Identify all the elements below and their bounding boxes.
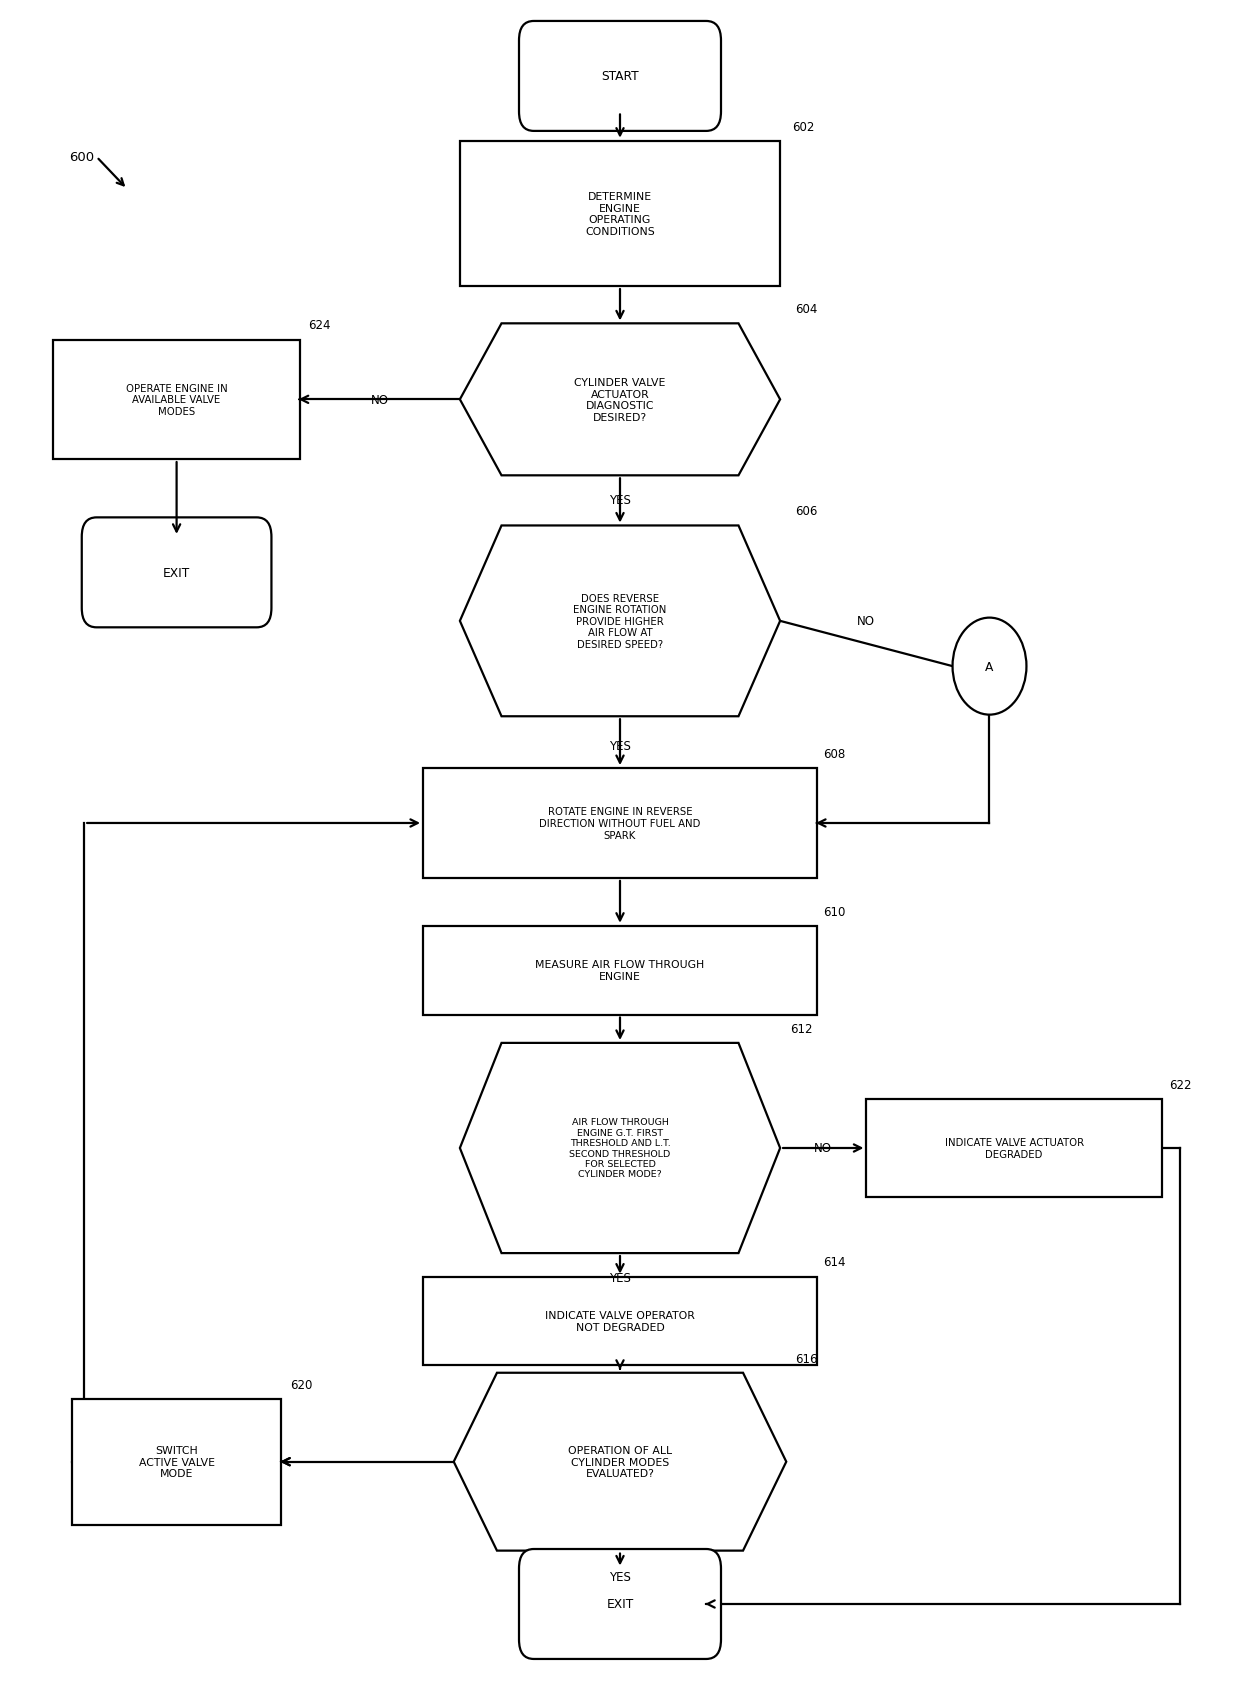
Text: INDICATE VALVE OPERATOR
NOT DEGRADED: INDICATE VALVE OPERATOR NOT DEGRADED bbox=[546, 1311, 694, 1333]
Bar bbox=[867, 1100, 1162, 1198]
Text: START: START bbox=[601, 71, 639, 83]
Bar bbox=[460, 142, 780, 287]
Bar bbox=[423, 1277, 817, 1366]
Text: EXIT: EXIT bbox=[606, 1598, 634, 1611]
Text: 604: 604 bbox=[795, 302, 817, 316]
Text: 614: 614 bbox=[823, 1255, 846, 1268]
Text: ROTATE ENGINE IN REVERSE
DIRECTION WITHOUT FUEL AND
SPARK: ROTATE ENGINE IN REVERSE DIRECTION WITHO… bbox=[539, 807, 701, 839]
Text: EXIT: EXIT bbox=[162, 566, 190, 579]
Text: OPERATE ENGINE IN
AVAILABLE VALVE
MODES: OPERATE ENGINE IN AVAILABLE VALVE MODES bbox=[125, 383, 227, 417]
Bar bbox=[423, 926, 817, 1015]
Text: YES: YES bbox=[609, 740, 631, 752]
Text: 624: 624 bbox=[309, 319, 331, 333]
Text: 606: 606 bbox=[795, 505, 817, 519]
Text: 608: 608 bbox=[823, 748, 846, 760]
Text: AIR FLOW THROUGH
ENGINE G.T. FIRST
THRESHOLD AND L.T.
SECOND THRESHOLD
FOR SELEC: AIR FLOW THROUGH ENGINE G.T. FIRST THRES… bbox=[569, 1118, 671, 1179]
Text: 610: 610 bbox=[823, 905, 846, 919]
Text: 600: 600 bbox=[69, 152, 94, 164]
Text: 616: 616 bbox=[795, 1351, 817, 1365]
Polygon shape bbox=[454, 1373, 786, 1551]
Polygon shape bbox=[460, 527, 780, 716]
Bar bbox=[53, 339, 300, 459]
Text: INDICATE VALVE ACTUATOR
DEGRADED: INDICATE VALVE ACTUATOR DEGRADED bbox=[945, 1137, 1084, 1159]
Text: DETERMINE
ENGINE
OPERATING
CONDITIONS: DETERMINE ENGINE OPERATING CONDITIONS bbox=[585, 193, 655, 236]
FancyBboxPatch shape bbox=[520, 1549, 720, 1659]
FancyBboxPatch shape bbox=[82, 519, 272, 628]
Text: YES: YES bbox=[609, 1272, 631, 1284]
Text: 612: 612 bbox=[790, 1022, 812, 1035]
Text: 620: 620 bbox=[290, 1378, 312, 1390]
Text: A: A bbox=[986, 660, 993, 674]
Polygon shape bbox=[460, 1044, 780, 1253]
Text: MEASURE AIR FLOW THROUGH
ENGINE: MEASURE AIR FLOW THROUGH ENGINE bbox=[536, 959, 704, 981]
Text: OPERATION OF ALL
CYLINDER MODES
EVALUATED?: OPERATION OF ALL CYLINDER MODES EVALUATE… bbox=[568, 1446, 672, 1478]
Text: 622: 622 bbox=[1169, 1079, 1192, 1091]
Bar bbox=[72, 1398, 281, 1525]
Text: DOES REVERSE
ENGINE ROTATION
PROVIDE HIGHER
AIR FLOW AT
DESIRED SPEED?: DOES REVERSE ENGINE ROTATION PROVIDE HIG… bbox=[573, 593, 667, 650]
Polygon shape bbox=[460, 324, 780, 476]
Text: NO: NO bbox=[815, 1142, 832, 1155]
Text: NO: NO bbox=[371, 394, 389, 407]
Text: 602: 602 bbox=[792, 120, 815, 133]
Bar bbox=[423, 768, 817, 878]
FancyBboxPatch shape bbox=[520, 22, 720, 132]
Text: CYLINDER VALVE
ACTUATOR
DIAGNOSTIC
DESIRED?: CYLINDER VALVE ACTUATOR DIAGNOSTIC DESIR… bbox=[574, 378, 666, 422]
Circle shape bbox=[952, 618, 1027, 714]
Text: SWITCH
ACTIVE VALVE
MODE: SWITCH ACTIVE VALVE MODE bbox=[139, 1446, 215, 1478]
Text: YES: YES bbox=[609, 1571, 631, 1583]
Text: YES: YES bbox=[609, 493, 631, 507]
Text: NO: NO bbox=[857, 615, 875, 628]
